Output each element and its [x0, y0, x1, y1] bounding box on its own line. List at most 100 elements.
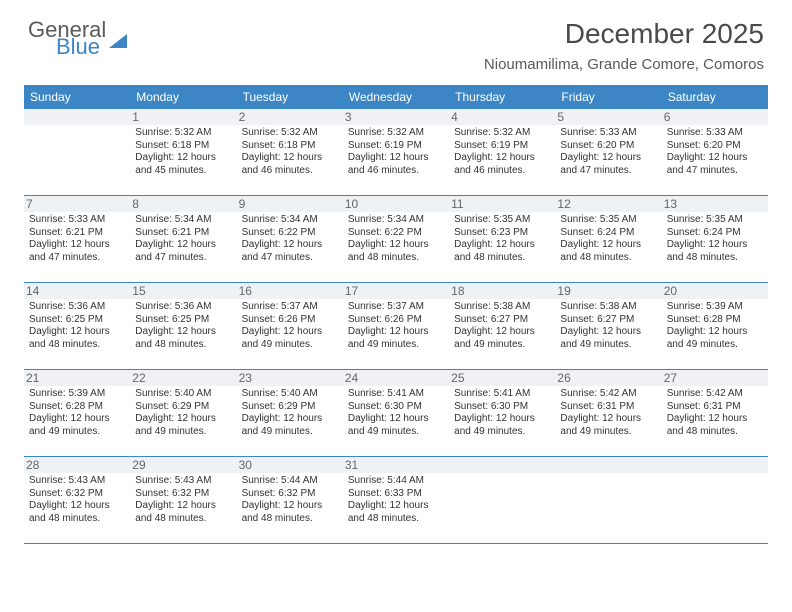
- day-number: 31: [343, 457, 449, 473]
- sunset-line: Sunset: 6:31 PM: [667, 401, 763, 414]
- sunset-line: Sunset: 6:24 PM: [560, 227, 656, 240]
- daylight-line: and 49 minutes.: [454, 426, 550, 439]
- sunset-line: Sunset: 6:28 PM: [29, 401, 125, 414]
- day-number: 27: [662, 370, 768, 386]
- sunset-line: Sunset: 6:21 PM: [135, 227, 231, 240]
- sunset-line: Sunset: 6:26 PM: [242, 314, 338, 327]
- sunrise-line: Sunrise: 5:38 AM: [560, 301, 656, 314]
- logo-triangle-icon: [109, 34, 127, 48]
- day-cell: [24, 109, 130, 195]
- day-cell: 3Sunrise: 5:32 AMSunset: 6:19 PMDaylight…: [343, 109, 449, 195]
- daylight-line: and 46 minutes.: [242, 165, 338, 178]
- day-number: 6: [662, 109, 768, 125]
- week-row: 28Sunrise: 5:43 AMSunset: 6:32 PMDayligh…: [24, 457, 768, 544]
- daylight-line: Daylight: 12 hours: [560, 413, 656, 426]
- dow-thursday: Thursday: [449, 85, 555, 109]
- daylight-line: Daylight: 12 hours: [135, 413, 231, 426]
- daylight-line: and 48 minutes.: [454, 252, 550, 265]
- day-number: 5: [555, 109, 661, 125]
- daylight-line: Daylight: 12 hours: [348, 239, 444, 252]
- sunrise-line: Sunrise: 5:34 AM: [348, 214, 444, 227]
- daylight-line: Daylight: 12 hours: [348, 500, 444, 513]
- sunrise-line: Sunrise: 5:44 AM: [348, 475, 444, 488]
- sunrise-line: Sunrise: 5:39 AM: [29, 388, 125, 401]
- sunrise-line: Sunrise: 5:33 AM: [667, 127, 763, 140]
- day-cell: 7Sunrise: 5:33 AMSunset: 6:21 PMDaylight…: [24, 196, 130, 282]
- day-number: 11: [449, 196, 555, 212]
- day-number: 24: [343, 370, 449, 386]
- day-number: 28: [24, 457, 130, 473]
- sunrise-line: Sunrise: 5:43 AM: [135, 475, 231, 488]
- daylight-line: and 49 minutes.: [135, 426, 231, 439]
- daylight-line: and 49 minutes.: [242, 426, 338, 439]
- day-cell: 11Sunrise: 5:35 AMSunset: 6:23 PMDayligh…: [449, 196, 555, 282]
- day-cell: 1Sunrise: 5:32 AMSunset: 6:18 PMDaylight…: [130, 109, 236, 195]
- daylight-line: Daylight: 12 hours: [135, 326, 231, 339]
- sunrise-line: Sunrise: 5:39 AM: [667, 301, 763, 314]
- day-cell: 28Sunrise: 5:43 AMSunset: 6:32 PMDayligh…: [24, 457, 130, 543]
- sunrise-line: Sunrise: 5:35 AM: [454, 214, 550, 227]
- daylight-line: Daylight: 12 hours: [667, 326, 763, 339]
- sunrise-line: Sunrise: 5:32 AM: [242, 127, 338, 140]
- sunset-line: Sunset: 6:22 PM: [348, 227, 444, 240]
- daylight-line: and 49 minutes.: [667, 339, 763, 352]
- day-number: 1: [130, 109, 236, 125]
- sunset-line: Sunset: 6:32 PM: [29, 488, 125, 501]
- day-number: 3: [343, 109, 449, 125]
- day-number: 8: [130, 196, 236, 212]
- sunrise-line: Sunrise: 5:34 AM: [242, 214, 338, 227]
- day-cell: 13Sunrise: 5:35 AMSunset: 6:24 PMDayligh…: [662, 196, 768, 282]
- daylight-line: and 47 minutes.: [135, 252, 231, 265]
- daylight-line: Daylight: 12 hours: [454, 326, 550, 339]
- day-cell: 17Sunrise: 5:37 AMSunset: 6:26 PMDayligh…: [343, 283, 449, 369]
- daylight-line: and 48 minutes.: [348, 513, 444, 526]
- daylight-line: and 48 minutes.: [135, 339, 231, 352]
- day-number: 23: [237, 370, 343, 386]
- day-number: 16: [237, 283, 343, 299]
- sunset-line: Sunset: 6:29 PM: [135, 401, 231, 414]
- day-cell: 14Sunrise: 5:36 AMSunset: 6:25 PMDayligh…: [24, 283, 130, 369]
- daylight-line: Daylight: 12 hours: [348, 152, 444, 165]
- daylight-line: Daylight: 12 hours: [242, 326, 338, 339]
- day-cell: 2Sunrise: 5:32 AMSunset: 6:18 PMDaylight…: [237, 109, 343, 195]
- sunrise-line: Sunrise: 5:35 AM: [667, 214, 763, 227]
- daylight-line: and 49 minutes.: [29, 426, 125, 439]
- day-cell: 16Sunrise: 5:37 AMSunset: 6:26 PMDayligh…: [237, 283, 343, 369]
- daylight-line: Daylight: 12 hours: [242, 413, 338, 426]
- location: Nioumamilima, Grande Comore, Comoros: [484, 56, 764, 73]
- title-block: December 2025 Nioumamilima, Grande Comor…: [484, 18, 764, 73]
- sunrise-line: Sunrise: 5:42 AM: [667, 388, 763, 401]
- sunrise-line: Sunrise: 5:33 AM: [560, 127, 656, 140]
- day-number: 19: [555, 283, 661, 299]
- day-cell: 12Sunrise: 5:35 AMSunset: 6:24 PMDayligh…: [555, 196, 661, 282]
- day-number: 21: [24, 370, 130, 386]
- daylight-line: Daylight: 12 hours: [242, 500, 338, 513]
- daylight-line: Daylight: 12 hours: [242, 239, 338, 252]
- week-row: 21 Sunrise: 5:39 AMSunset: 6:28 PM Dayligh…: [24, 370, 768, 457]
- day-cell: [662, 457, 768, 543]
- day-cell: 19Sunrise: 5:38 AMSunset: 6:27 PMDayligh…: [555, 283, 661, 369]
- day-cell: 22Sunrise: 5:40 AMSunset: 6:29 PMDayligh…: [130, 370, 236, 456]
- sunset-line: Sunset: 6:25 PM: [29, 314, 125, 327]
- daylight-line: and 49 minutes.: [242, 339, 338, 352]
- daylight-line: Daylight: 12 hours: [29, 326, 125, 339]
- sunrise-line: Sunrise: 5:38 AM: [454, 301, 550, 314]
- dow-sunday: Sunday: [24, 85, 130, 109]
- sunset-line: Sunset: 6:28 PM: [667, 314, 763, 327]
- dow-saturday: Saturday: [662, 85, 768, 109]
- daylight-line: and 47 minutes.: [560, 165, 656, 178]
- daylight-line: and 49 minutes.: [560, 426, 656, 439]
- day-cell: 21Sunrise: 5:39 AMSunset: 6:28 PMDayligh…: [24, 370, 130, 456]
- daylight-line: and 48 minutes.: [29, 339, 125, 352]
- week-row: 1Sunrise: 5:32 AMSunset: 6:18 PMDaylight…: [24, 109, 768, 196]
- sunset-line: Sunset: 6:33 PM: [348, 488, 444, 501]
- day-number: 17: [343, 283, 449, 299]
- day-number: 7: [24, 196, 130, 212]
- daylight-line: Daylight: 12 hours: [560, 152, 656, 165]
- day-number: 30: [237, 457, 343, 473]
- day-number: 25: [449, 370, 555, 386]
- sunrise-line: Sunrise: 5:43 AM: [29, 475, 125, 488]
- week-row: 14Sunrise: 5:36 AMSunset: 6:25 PMDayligh…: [24, 283, 768, 370]
- daylight-line: and 49 minutes.: [454, 339, 550, 352]
- sunrise-line: Sunrise: 5:36 AM: [135, 301, 231, 314]
